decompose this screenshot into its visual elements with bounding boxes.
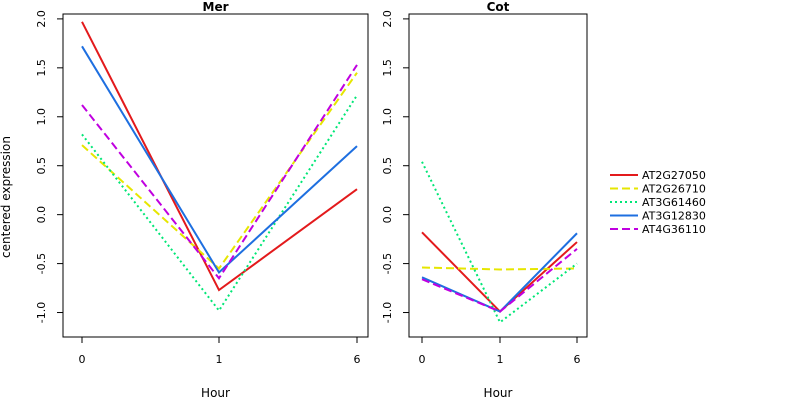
y-tick-label: 2.0 xyxy=(35,10,48,28)
series-line-at2g27050 xyxy=(421,231,578,313)
legend-label: AT3G61460 xyxy=(642,196,706,209)
y-tick-label: -1.0 xyxy=(35,302,48,323)
y-tick-label: 1.5 xyxy=(381,59,394,77)
series-line-at3g61460 xyxy=(421,161,578,324)
plot-frame-mer xyxy=(62,13,369,338)
y-tick-label: 1.0 xyxy=(35,108,48,126)
series-line-at4g36110 xyxy=(81,64,358,280)
x-tick-label: 6 xyxy=(574,353,581,366)
plot-frame-cot xyxy=(408,13,588,338)
y-tick-label: 1.5 xyxy=(35,59,48,77)
panel-title: Mer xyxy=(203,0,229,14)
y-tick-label: 0.5 xyxy=(381,157,394,175)
x-axis-label: Hour xyxy=(484,386,513,400)
series-line-at2g26710 xyxy=(81,72,358,270)
x-tick-label: 6 xyxy=(354,353,361,366)
y-tick-label: -1.0 xyxy=(381,302,394,323)
y-tick-label: -0.5 xyxy=(381,253,394,274)
series-line-at2g27050 xyxy=(81,21,358,292)
series-line-at4g36110 xyxy=(421,248,578,313)
y-tick-label: 0.0 xyxy=(381,206,394,224)
y-tick-label: 0.5 xyxy=(35,157,48,175)
x-axis-label: Hour xyxy=(201,386,230,400)
panel-title: Cot xyxy=(487,0,510,14)
x-tick-label: 1 xyxy=(216,353,223,366)
legend-label: AT2G27050 xyxy=(642,169,706,182)
legend-label: AT3G12830 xyxy=(642,210,706,223)
legend-label: AT2G26710 xyxy=(642,183,706,196)
x-tick-label: 0 xyxy=(419,353,426,366)
legend-label: AT4G36110 xyxy=(642,223,706,236)
x-tick-label: 1 xyxy=(497,353,504,366)
series-line-at2g26710 xyxy=(421,266,578,271)
series-line-at3g12830 xyxy=(81,45,358,274)
y-axis-label: centered expression xyxy=(0,136,13,258)
y-tick-label: 0.0 xyxy=(35,206,48,224)
y-tick-label: 1.0 xyxy=(381,108,394,126)
y-tick-label: -0.5 xyxy=(35,253,48,274)
series-line-at3g12830 xyxy=(421,232,578,313)
y-tick-label: 2.0 xyxy=(381,10,394,28)
x-tick-label: 0 xyxy=(79,353,86,366)
